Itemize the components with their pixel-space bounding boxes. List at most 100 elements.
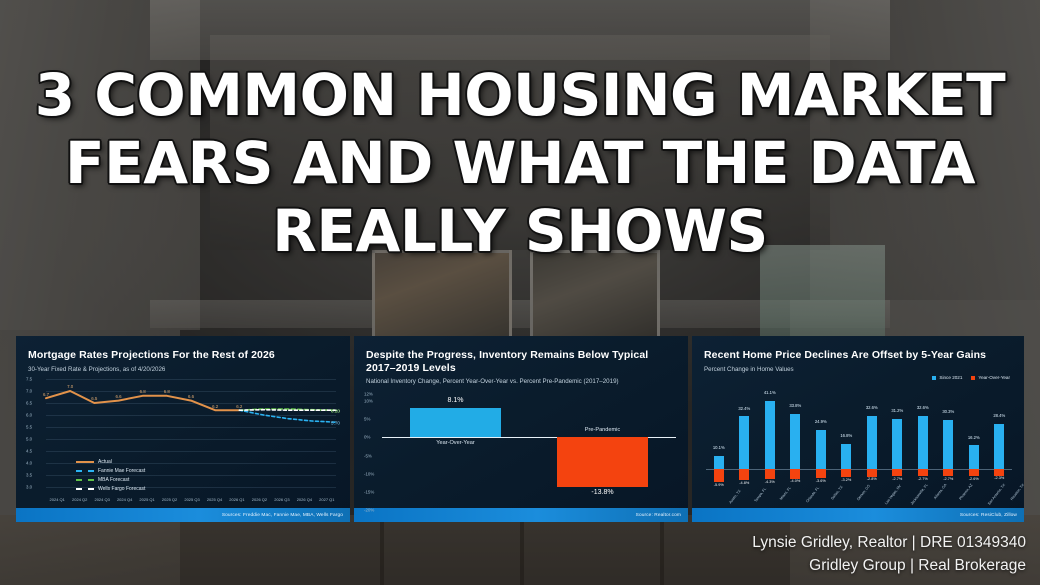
chart1-legend-label: Actual [98,459,112,466]
chart3-category-label: Miami, FL [778,486,792,502]
chart3-bar-since-2021[interactable] [790,413,801,474]
chart3-bar-yoy[interactable] [790,469,801,479]
chart3-data-label-yoy: -2.7% [917,476,928,481]
chart1-y-tick: 4.0 [26,460,33,466]
chart3-bar-yoy[interactable] [841,469,852,478]
chart1-x-tick: 2027 Q1 [319,497,335,502]
window-left [372,250,512,345]
chart3-bar-since-2021[interactable] [943,420,954,474]
chart3-bar-yoy[interactable] [815,469,826,479]
chart-strip: Mortgage Rates Projections For the Rest … [16,336,1024,522]
chart3-legend-item: Year-Over-Year [971,375,1010,380]
chart3-subtitle: Percent Change in Home Values [704,365,794,373]
chart3-bar-yoy[interactable] [713,469,724,483]
cabinet-left-upper [0,0,200,330]
chart3-category-label: Orlando, FL [805,485,821,504]
chart3-plot-area: Since 2021 Year-Over-Year 10.1% -5.9% Austin… [700,375,1024,508]
chart1-legend-item: Actual [76,459,145,465]
agent-brokerage: Gridley Group | Real Brokerage [809,556,1026,574]
chart1-y-tick: 7.5 [26,376,33,382]
chart2-category-label: Pre-Pandemic [584,427,621,434]
chart3-category-label: Las Vegas, NV [883,483,902,505]
chart-panel-inventory[interactable]: Despite the Progress, Inventory Remains … [354,336,688,522]
chart3-legend-item: Since 2021 [932,375,962,380]
chart3-bar-since-2021[interactable] [994,423,1005,474]
chart3-data-label-yoy: -4.0% [790,479,801,484]
chart3-bar-since-2021[interactable] [841,444,852,474]
chart1-x-tick: 2025 Q1 [139,497,155,502]
chart2-y-tick: -20% [364,507,375,513]
chart1-legend-item: Wells Fargo Forecast [76,486,145,492]
chart3-data-label-yoy: -2.7% [943,476,954,481]
chart3-data-label-since-2021: 31.2% [891,407,904,413]
chart1-gridline [46,403,336,405]
chart1-legend-label: Wells Fargo Forecast [98,486,146,493]
chart3-bar-yoy[interactable] [866,469,877,477]
chart3-bar-yoy[interactable] [764,469,775,480]
chart1-y-tick: 3.0 [26,484,33,490]
chart3-bar-yoy[interactable] [739,469,750,481]
chart3-legend-swatch [971,375,976,380]
floor-plank-seam [520,515,524,585]
chart1-x-tick: 2024 Q2 [72,497,88,502]
chart3-data-label-since-2021: 24.9% [814,419,827,425]
chart3-bar-yoy[interactable] [917,469,928,477]
chart3-data-label-since-2021: 16.2% [967,434,980,440]
chart1-legend-swatch [76,479,94,482]
chart3-data-label-yoy: -2.6% [968,476,979,481]
chart1-data-label: 6.7 [42,391,50,397]
chart3-bar-since-2021[interactable] [713,456,724,474]
chart3-bar-yoy[interactable] [968,469,979,477]
chart1-data-label: 6.8 [163,389,170,395]
chart3-data-label-yoy: -3.6% [815,478,826,483]
chart2-subtitle: National Inventory Change, Percent Year-… [366,378,619,386]
chart3-category-label: Dallas, TX [830,485,844,501]
chart1-y-tick: 5.0 [26,436,33,442]
chart1-y-tick: 4.5 [26,448,33,454]
chart3-data-label-since-2021: 30.3% [942,409,955,415]
chart3-bar-since-2021[interactable] [764,400,775,474]
chart3-bar-yoy[interactable] [943,469,954,477]
chart3-bar-since-2021[interactable] [892,418,903,474]
chart3-bar-yoy[interactable] [994,469,1005,476]
agent-branding: Lynsie Gridley, Realtor | DRE 01349340 G… [752,532,1026,577]
chart3-bar-yoy[interactable] [892,469,903,477]
chart3-bar-since-2021[interactable] [815,429,826,474]
chart2-bar[interactable] [409,408,502,438]
chart3-data-label-yoy: -5.9% [713,482,724,487]
chart1-y-tick: 3.5 [26,472,33,478]
chart2-footer: Source: Realtor.com [354,508,688,522]
chart3-category-label: Denver, CO [856,484,872,502]
chart3-data-label-since-2021: 32.6% [916,405,929,411]
chart3-category-label: Phoenix, AZ [958,483,974,502]
chart3-data-label-since-2021: 16.8% [840,433,853,439]
chart1-data-label: 6.5 [91,396,98,402]
chart1-x-axis: 2024 Q1 2024 Q2 2024 Q3 2024 Q4 2025 Q1 2025 … [46,497,338,508]
chart3-category-label: Tampa, FL [753,487,768,504]
chart1-forecast-end-label: 5.70 [331,420,340,426]
chart1-plot-area: 7.5 7.0 6.5 6.0 5.5 5.0 4.5 4.0 3.5 3.0 6.7 7.0 6.5 6… [24,375,342,508]
chart3-data-label-since-2021: 32.6% [865,405,878,411]
chart1-x-tick: 2024 Q4 [116,497,133,502]
chart2-data-label: 8.1% [447,397,464,405]
chart3-data-label-yoy: -2.8% [866,477,877,482]
chart2-bar[interactable] [556,437,649,488]
chart3-data-label-yoy: -2.7% [892,476,903,481]
chart3-bar-since-2021[interactable] [739,416,750,474]
chart1-y-tick: 6.0 [26,412,33,418]
chart1-gridline [46,451,336,453]
chart1-gridline [46,463,336,465]
chart3-bar-since-2021[interactable] [968,445,979,474]
chart-panel-mortgage-rates[interactable]: Mortgage Rates Projections For the Rest … [16,336,350,522]
chart2-y-tick: -10% [364,471,375,477]
chart1-x-tick: 2025 Q2 [161,497,178,502]
chart2-title: Despite the Progress, Inventory Remains … [366,349,649,374]
chart-panel-home-prices[interactable]: Recent Home Price Declines Are Offset by… [692,336,1024,522]
chart3-bar-since-2021[interactable] [917,416,928,474]
floor-plank-seam [380,515,384,585]
chart3-category-label: Jacksonville, FL [910,483,929,506]
chart3-bar-since-2021[interactable] [866,416,877,474]
chart1-x-tick: 2026 Q3 [274,497,290,502]
chart3-legend-label: Since 2021 [939,375,963,381]
chart3-data-label-since-2021: 32.4% [738,405,751,411]
